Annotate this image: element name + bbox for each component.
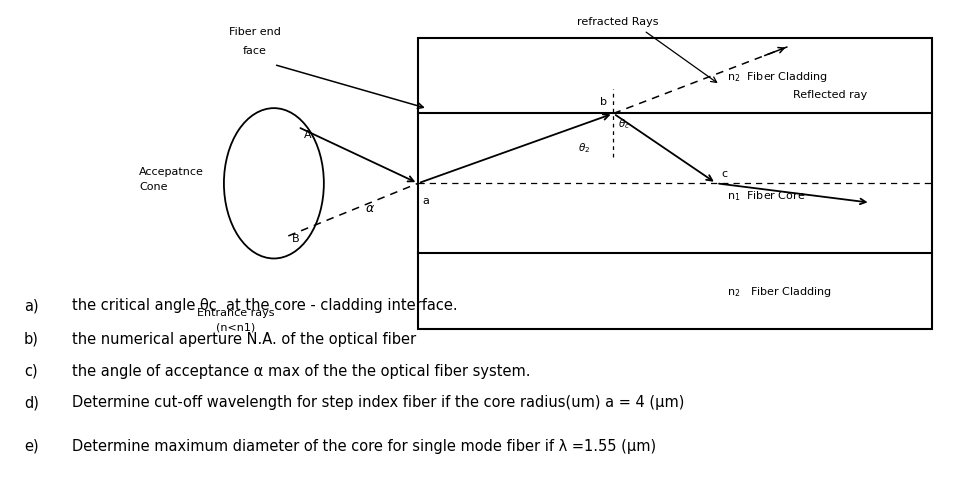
Text: Determine cut-off wavelength for step index fiber if the core radius(um) a = 4 (: Determine cut-off wavelength for step in… — [72, 394, 684, 409]
Text: the angle of acceptance α max of the the optical fiber system.: the angle of acceptance α max of the the… — [72, 363, 530, 378]
Text: a): a) — [24, 298, 38, 312]
Text: a: a — [422, 196, 429, 206]
Text: Accepatnce: Accepatnce — [139, 167, 205, 177]
Text: c): c) — [24, 363, 37, 378]
Text: n$_2$   Fiber Cladding: n$_2$ Fiber Cladding — [727, 285, 831, 298]
Text: n$_1$  Fiber Core: n$_1$ Fiber Core — [727, 189, 805, 203]
Text: the numerical aperture N.A. of the optical fiber: the numerical aperture N.A. of the optic… — [72, 332, 416, 346]
Text: $\theta_c$: $\theta_c$ — [618, 117, 630, 131]
Ellipse shape — [224, 109, 324, 259]
Text: c: c — [721, 169, 727, 179]
Text: Fiber end: Fiber end — [229, 27, 281, 36]
Text: refracted Rays: refracted Rays — [577, 17, 658, 27]
Text: the critical angle θc  at the core - cladding interface.: the critical angle θc at the core - clad… — [72, 298, 457, 312]
Text: n$_2$  Fiber Cladding: n$_2$ Fiber Cladding — [727, 70, 827, 83]
Text: Determine maximum diameter of the core for single mode fiber if λ =1.55 (μm): Determine maximum diameter of the core f… — [72, 438, 656, 453]
Text: $\theta_2$: $\theta_2$ — [579, 141, 591, 155]
Text: (n<n1): (n<n1) — [216, 322, 255, 332]
Text: Entrance rays: Entrance rays — [197, 307, 274, 317]
Text: A: A — [304, 130, 311, 140]
Text: $\alpha$: $\alpha$ — [365, 202, 375, 214]
Text: b): b) — [24, 332, 38, 346]
Text: B: B — [292, 234, 300, 244]
Text: e): e) — [24, 438, 38, 453]
Text: Reflected ray: Reflected ray — [794, 90, 868, 100]
Text: Cone: Cone — [139, 182, 168, 191]
Text: face: face — [243, 46, 266, 56]
Text: d): d) — [24, 394, 38, 409]
Bar — [418, 39, 932, 329]
Text: b: b — [601, 97, 607, 107]
